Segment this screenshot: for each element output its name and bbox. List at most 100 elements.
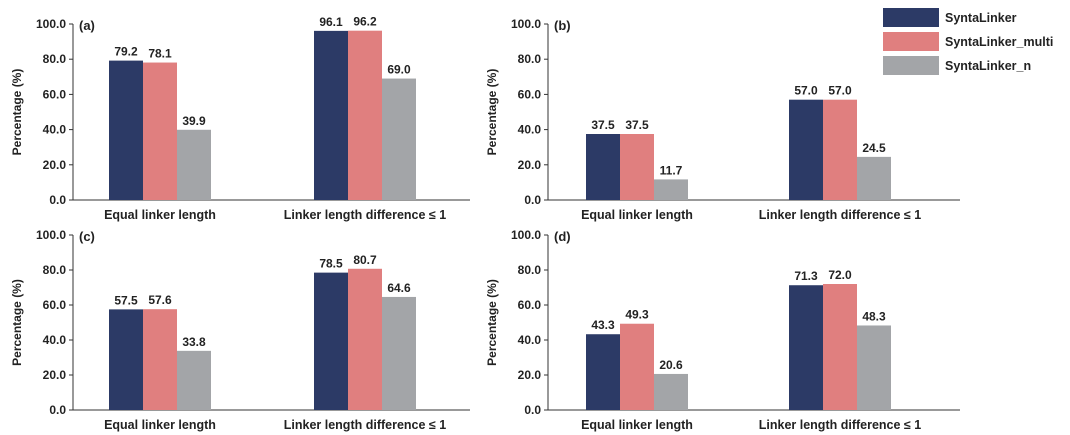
- y-tick-label: 0.0: [49, 403, 66, 417]
- y-axis-label: Percentage (%): [485, 279, 499, 366]
- data-label: 57.5: [114, 293, 138, 307]
- category-label: Equal linker length: [581, 208, 693, 222]
- legend-label-syntalinker-multi: SyntaLinker_multi: [945, 35, 1053, 49]
- legend-swatch-syntalinker: [883, 8, 939, 27]
- y-tick-label: 0.0: [49, 193, 66, 207]
- panel-label: (c): [79, 229, 95, 244]
- y-tick-label: 60.0: [43, 87, 67, 101]
- bar-syntalinker-n-diff: [382, 78, 416, 200]
- data-label: 49.3: [625, 308, 649, 322]
- data-label: 37.5: [591, 118, 615, 132]
- y-tick-label: 40.0: [518, 123, 542, 137]
- legend-swatch-syntalinker-multi: [883, 32, 939, 51]
- bar-syntalinker-multi-diff: [348, 30, 382, 200]
- y-tick-label: 80.0: [43, 52, 67, 66]
- y-tick-label: 20.0: [518, 158, 542, 172]
- category-label: Linker length difference ≤ 1: [284, 208, 446, 222]
- bar-syntalinker-multi-diff: [823, 284, 857, 410]
- data-label: 37.5: [625, 118, 649, 132]
- y-tick-label: 100.0: [511, 228, 541, 242]
- data-label: 96.1: [319, 15, 343, 29]
- y-tick-label: 100.0: [36, 228, 66, 242]
- y-tick-label: 60.0: [43, 298, 67, 312]
- category-label: Equal linker length: [581, 418, 693, 432]
- y-tick-label: 20.0: [518, 368, 542, 382]
- y-tick-label: 100.0: [511, 17, 541, 31]
- y-tick-label: 20.0: [43, 158, 67, 172]
- y-tick-label: 20.0: [43, 368, 67, 382]
- data-label: 43.3: [591, 318, 615, 332]
- bar-syntalinker-n-equal: [177, 129, 211, 200]
- bar-syntalinker-equal: [109, 60, 143, 200]
- category-label: Linker length difference ≤ 1: [759, 418, 921, 432]
- y-tick-label: 40.0: [43, 123, 67, 137]
- legend-label-syntalinker-n: SyntaLinker_n: [945, 59, 1031, 73]
- chart-panel-d: 0.0 20.0 40.0 60.0 80.0 100.0 Percentage (%) (d…: [485, 228, 960, 432]
- category-label: Linker length difference ≤ 1: [759, 208, 921, 222]
- y-tick-label: 80.0: [518, 263, 542, 277]
- panel-label: (d): [554, 229, 571, 244]
- bar-syntalinker-multi-equal: [143, 62, 177, 200]
- bar-syntalinker-multi-equal: [620, 134, 654, 200]
- data-label: 20.6: [659, 358, 683, 372]
- data-label: 57.0: [794, 84, 818, 98]
- y-axis-label: Percentage (%): [485, 69, 499, 156]
- y-tick-label: 60.0: [518, 298, 542, 312]
- data-label: 57.6: [148, 293, 172, 307]
- legend-swatch-syntalinker-n: [883, 56, 939, 75]
- panel-label: (b): [554, 18, 571, 33]
- y-tick-label: 0.0: [524, 403, 541, 417]
- data-label: 24.5: [862, 141, 886, 155]
- data-label: 69.0: [387, 63, 411, 77]
- y-tick-label: 80.0: [518, 52, 542, 66]
- data-label: 80.7: [353, 253, 377, 267]
- bar-syntalinker-n-diff: [857, 325, 891, 410]
- legend: SyntaLinker SyntaLinker_multi SyntaLinker_…: [883, 8, 1053, 75]
- bar-syntalinker-n-equal: [177, 350, 211, 410]
- bar-syntalinker-diff: [789, 285, 823, 410]
- bar-syntalinker-multi-diff: [348, 268, 382, 410]
- data-label: 11.7: [660, 163, 683, 177]
- chart-panel-b: 0.0 20.0 40.0 60.0 80.0 100.0 Percentage (%) (b…: [485, 17, 960, 222]
- data-label: 71.3: [794, 269, 818, 283]
- bar-syntalinker-diff: [789, 99, 823, 200]
- bar-syntalinker-equal: [586, 334, 620, 410]
- category-label: Equal linker length: [104, 418, 216, 432]
- bar-syntalinker-multi-equal: [620, 323, 654, 410]
- bar-syntalinker-multi-equal: [143, 309, 177, 410]
- y-axis-label: Percentage (%): [10, 69, 24, 156]
- bar-syntalinker-n-diff: [857, 156, 891, 200]
- y-tick-label: 40.0: [518, 333, 542, 347]
- bar-syntalinker-equal: [586, 134, 620, 200]
- data-label: 48.3: [862, 309, 886, 323]
- data-label: 78.5: [319, 257, 343, 271]
- bar-syntalinker-n-diff: [382, 296, 416, 410]
- bar-syntalinker-multi-diff: [823, 99, 857, 200]
- bar-syntalinker-equal: [109, 309, 143, 410]
- data-label: 39.9: [182, 114, 206, 128]
- chart-panel-c: 0.0 20.0 40.0 60.0 80.0 100.0 Percentage (%) (c…: [10, 228, 470, 432]
- bar-syntalinker-n-equal: [654, 373, 688, 410]
- data-label: 72.0: [828, 268, 852, 282]
- chart-panel-a: 0.0 20.0 40.0 60.0 80.0 100.0 Percentage (%) (a…: [10, 15, 470, 222]
- y-axis-label: Percentage (%): [10, 279, 24, 366]
- bar-syntalinker-diff: [314, 272, 348, 410]
- bar-syntalinker-n-equal: [654, 179, 688, 200]
- data-label: 57.0: [828, 84, 852, 98]
- y-tick-label: 40.0: [43, 333, 67, 347]
- legend-label-syntalinker: SyntaLinker: [945, 11, 1017, 25]
- panel-label: (a): [79, 18, 95, 33]
- y-tick-label: 100.0: [36, 17, 66, 31]
- y-tick-label: 60.0: [518, 87, 542, 101]
- y-tick-label: 0.0: [524, 193, 541, 207]
- y-tick-label: 80.0: [43, 263, 67, 277]
- bar-syntalinker-diff: [314, 30, 348, 201]
- category-label: Equal linker length: [104, 208, 216, 222]
- data-label: 79.2: [114, 45, 138, 59]
- category-label: Linker length difference ≤ 1: [284, 418, 446, 432]
- data-label: 96.2: [353, 15, 377, 29]
- data-label: 78.1: [148, 47, 172, 61]
- data-label: 33.8: [182, 335, 206, 349]
- data-label: 64.6: [387, 281, 411, 295]
